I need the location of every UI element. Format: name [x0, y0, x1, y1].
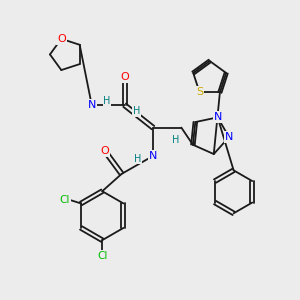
Text: H: H — [172, 134, 179, 145]
Text: N: N — [225, 132, 233, 142]
Text: N: N — [149, 151, 157, 161]
Text: O: O — [101, 146, 110, 157]
Text: H: H — [134, 154, 142, 164]
Text: N: N — [88, 100, 96, 110]
Text: Cl: Cl — [97, 251, 107, 261]
Text: S: S — [196, 87, 203, 97]
Text: O: O — [120, 72, 129, 82]
Text: H: H — [133, 106, 140, 116]
Text: Cl: Cl — [59, 195, 70, 205]
Text: N: N — [213, 112, 222, 122]
Text: H: H — [103, 96, 110, 106]
Text: O: O — [57, 34, 66, 44]
